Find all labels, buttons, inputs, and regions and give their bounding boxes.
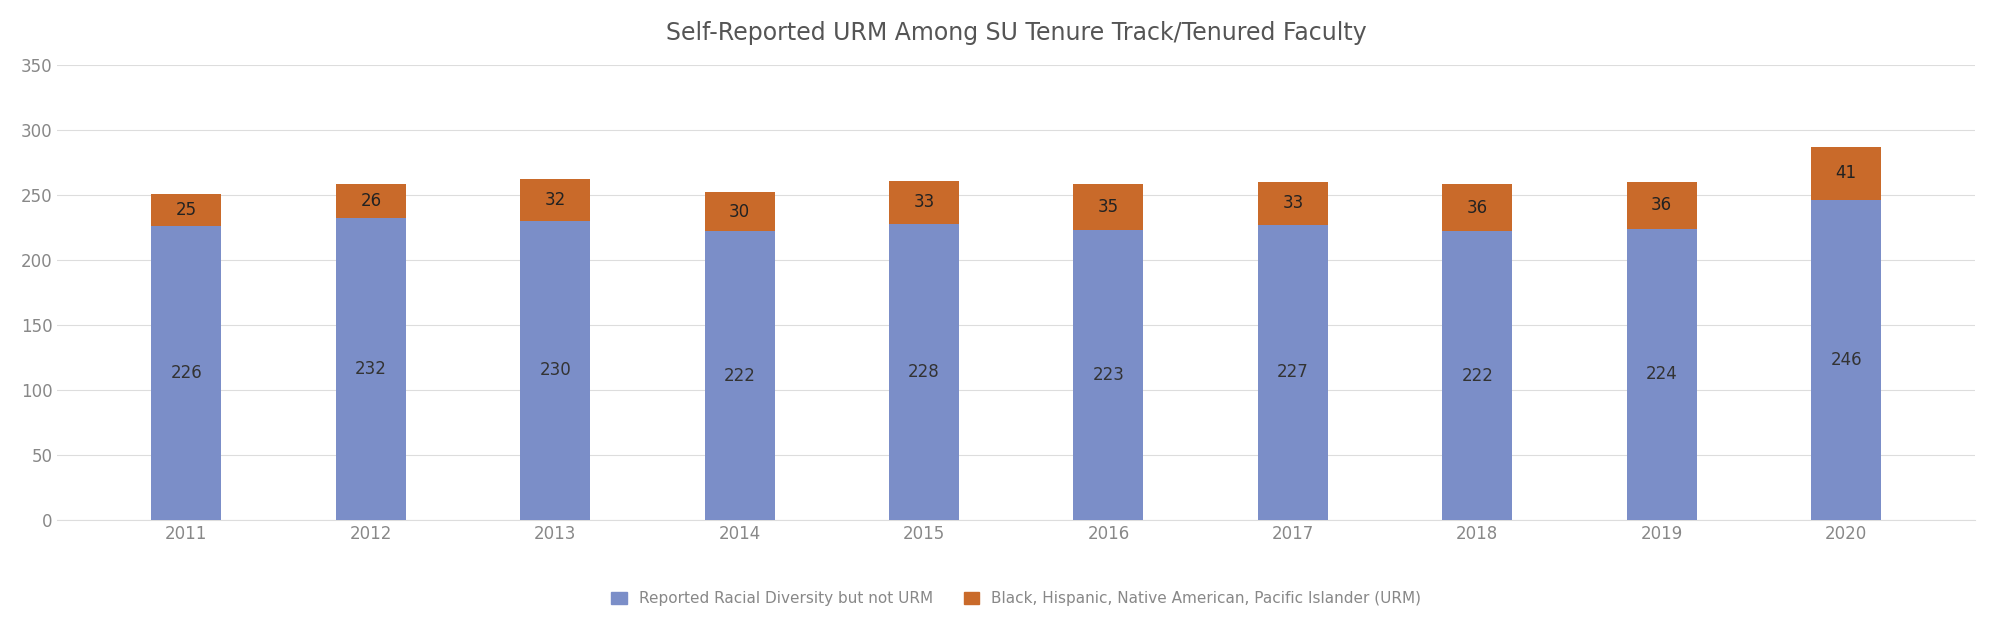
Text: 25: 25: [176, 201, 198, 219]
Text: 226: 226: [170, 364, 202, 382]
Bar: [705, 193, 774, 231]
Text: 228: 228: [908, 363, 940, 381]
Text: 26: 26: [359, 193, 381, 211]
Bar: [521, 221, 591, 520]
Bar: [1074, 230, 1144, 520]
Bar: [335, 184, 405, 218]
Bar: [888, 180, 958, 223]
Text: 222: 222: [1461, 367, 1493, 385]
Text: 223: 223: [1092, 366, 1124, 384]
Text: 224: 224: [1647, 365, 1677, 383]
Text: 32: 32: [545, 191, 565, 209]
Text: 36: 36: [1651, 196, 1673, 214]
Text: 246: 246: [1830, 351, 1862, 369]
Bar: [1074, 184, 1144, 230]
Text: 232: 232: [355, 360, 387, 378]
Text: 33: 33: [914, 193, 934, 211]
Bar: [1627, 229, 1697, 520]
Bar: [1443, 231, 1513, 520]
Bar: [152, 226, 222, 520]
Bar: [1810, 147, 1880, 200]
Bar: [1257, 182, 1327, 225]
Text: 36: 36: [1467, 199, 1487, 217]
Bar: [888, 223, 958, 520]
Bar: [1443, 184, 1513, 231]
Text: 227: 227: [1277, 363, 1309, 381]
Bar: [1627, 182, 1697, 229]
Title: Self-Reported URM Among SU Tenure Track/Tenured Faculty: Self-Reported URM Among SU Tenure Track/…: [667, 21, 1367, 45]
Text: 33: 33: [1281, 195, 1303, 213]
Text: 222: 222: [725, 367, 756, 385]
Text: 30: 30: [729, 203, 750, 221]
Text: 35: 35: [1098, 198, 1120, 216]
Bar: [521, 179, 591, 221]
Bar: [705, 231, 774, 520]
Text: 230: 230: [539, 361, 571, 379]
Bar: [152, 194, 222, 226]
Bar: [1257, 225, 1327, 520]
Bar: [335, 218, 405, 520]
Bar: [1810, 200, 1880, 520]
Legend: Reported Racial Diversity but not URM, Black, Hispanic, Native American, Pacific: Reported Racial Diversity but not URM, B…: [605, 586, 1427, 612]
Text: 41: 41: [1836, 164, 1856, 182]
